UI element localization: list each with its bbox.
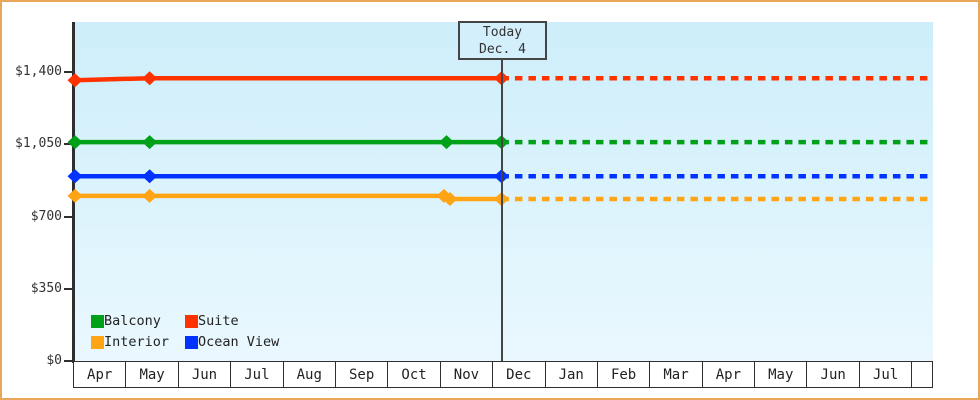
legend-swatch-ocean-view bbox=[185, 335, 198, 349]
month-cell-sep-5: Sep bbox=[336, 362, 389, 387]
today-annotation: Today Dec. 4 bbox=[458, 21, 547, 60]
data-point-marker-suite bbox=[142, 71, 158, 86]
month-cell-dec-8: Dec bbox=[493, 362, 546, 387]
data-point-marker-balcony bbox=[67, 135, 83, 150]
data-point-marker-interior bbox=[142, 188, 158, 203]
legend-item-interior: Interior bbox=[91, 334, 185, 350]
today-date: Dec. 4 bbox=[479, 41, 526, 57]
y-tick-label: $350 bbox=[30, 280, 62, 296]
y-tick-mark bbox=[64, 360, 73, 362]
month-cell-jul-15: Jul bbox=[860, 362, 913, 387]
y-tick-mark bbox=[64, 71, 73, 73]
month-cell-mar-11: Mar bbox=[650, 362, 703, 387]
month-cell-apr-0: Apr bbox=[74, 362, 127, 387]
legend-item-suite: Suite bbox=[185, 313, 279, 329]
y-tick-label: $1,050 bbox=[15, 136, 62, 152]
legend-item-balcony: Balcony bbox=[91, 313, 185, 329]
month-cell-jun-14: Jun bbox=[807, 362, 860, 387]
month-cell-aug-4: Aug bbox=[284, 362, 336, 387]
month-cell-apr-12: Apr bbox=[703, 362, 756, 387]
data-point-marker-interior bbox=[442, 191, 458, 206]
series-line-suite bbox=[74, 75, 502, 83]
y-tick-label: $1,400 bbox=[15, 64, 62, 79]
data-point-marker-balcony bbox=[439, 135, 455, 150]
legend-item-ocean-view: Ocean View bbox=[185, 334, 280, 350]
data-point-marker-ocean-view bbox=[67, 169, 83, 184]
series-plot bbox=[67, 71, 933, 206]
legend-label: Ocean View bbox=[198, 334, 280, 350]
y-tick-mark bbox=[64, 215, 73, 218]
y-tick-label: $0 bbox=[46, 353, 62, 368]
month-cell-nov-7: Nov bbox=[441, 362, 494, 387]
data-point-marker-ocean-view bbox=[142, 169, 158, 184]
y-tick-mark bbox=[64, 287, 73, 290]
month-cell-jun-2: Jun bbox=[179, 362, 232, 387]
y-tick-mark bbox=[64, 143, 73, 146]
legend: Balcony Suite Interior Ocean View bbox=[91, 313, 280, 350]
month-cell-jan-9: Jan bbox=[546, 362, 598, 387]
y-tick-label: $700 bbox=[30, 208, 62, 224]
legend-label: Interior bbox=[104, 334, 170, 350]
month-cell-feb-10: Feb bbox=[598, 362, 651, 387]
data-point-marker-balcony bbox=[142, 135, 158, 150]
legend-label: Suite bbox=[198, 313, 239, 329]
today-line bbox=[501, 22, 503, 363]
x-axis-month-row: Apr May Jun Jul Aug Sep Oct Nov Dec Jan Feb Mar Apr M… bbox=[73, 361, 933, 388]
legend-label: Balcony bbox=[104, 313, 161, 329]
legend-swatch-interior bbox=[91, 335, 104, 349]
month-cell-may-13: May bbox=[755, 362, 808, 387]
month-cell-may-1: May bbox=[126, 362, 179, 387]
data-point-marker-interior bbox=[67, 188, 83, 203]
legend-swatch-suite bbox=[185, 314, 198, 328]
month-cell-jul-3: Jul bbox=[231, 362, 284, 387]
today-label: Today bbox=[482, 24, 523, 40]
data-point-marker-suite bbox=[67, 73, 83, 88]
legend-swatch-balcony bbox=[91, 314, 104, 328]
month-cell-oct-6: Oct bbox=[388, 362, 441, 387]
month-cell-filler bbox=[912, 362, 932, 387]
